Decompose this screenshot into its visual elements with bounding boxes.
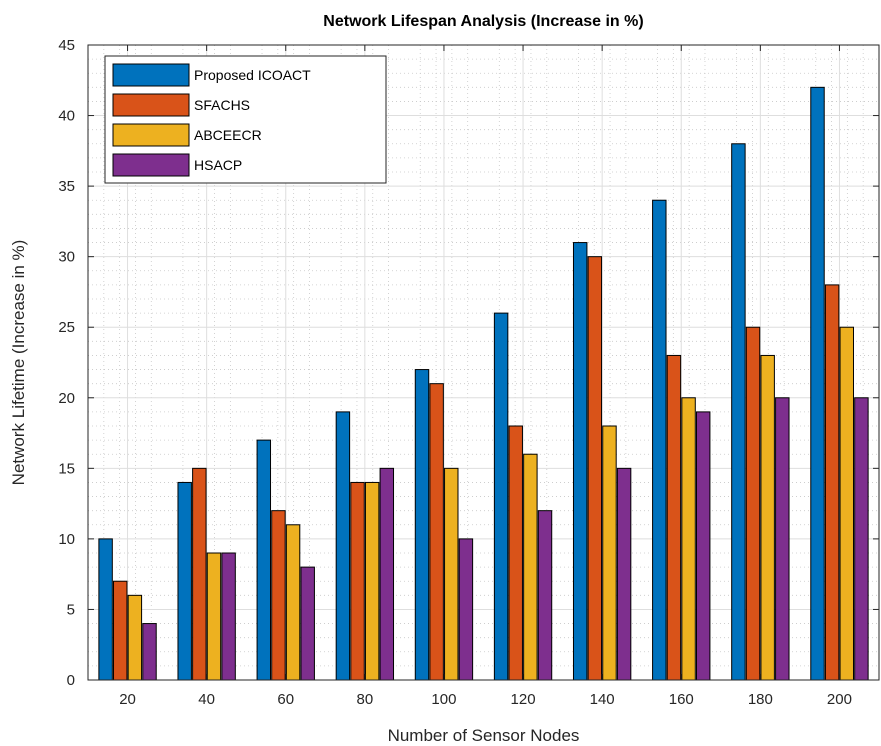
bar [256, 439, 272, 681]
y-tick-label: 10 [58, 531, 75, 548]
bar [731, 143, 746, 681]
bar [854, 397, 869, 681]
bar [142, 623, 157, 681]
x-tick-label: 200 [827, 691, 852, 708]
bar [113, 580, 128, 681]
bar [221, 552, 236, 681]
bar [824, 284, 840, 681]
bar [681, 397, 696, 681]
chart-title: Network Lifespan Analysis (Increase in %… [323, 13, 643, 30]
bar [572, 242, 588, 681]
bar [760, 354, 775, 681]
bar [300, 566, 315, 681]
legend-swatch [112, 93, 190, 117]
x-tick-label: 40 [198, 691, 215, 708]
bar [206, 552, 222, 681]
bar [429, 383, 444, 681]
y-tick-label: 45 [58, 37, 75, 54]
legend-swatch [112, 63, 190, 87]
legend-label: ABCEECR [194, 127, 262, 143]
y-axis-title: Network Lifetime (Increase in %) [9, 240, 28, 486]
x-axis-title: Number of Sensor Nodes [388, 726, 580, 745]
y-tick-label: 30 [58, 249, 75, 266]
bar [537, 510, 553, 681]
x-tick-label: 120 [511, 691, 536, 708]
y-tick-label: 15 [58, 460, 75, 477]
x-tick-label: 100 [431, 691, 456, 708]
x-tick-label: 20 [119, 691, 136, 708]
bar [364, 481, 380, 681]
bar [839, 326, 854, 681]
y-tick-label: 25 [58, 319, 75, 336]
bar [616, 467, 632, 681]
bar [745, 326, 761, 681]
x-tick-label: 160 [669, 691, 694, 708]
bar [810, 86, 825, 681]
y-tick-label: 35 [58, 178, 75, 195]
bar [177, 481, 192, 681]
y-tick-label: 40 [58, 108, 75, 125]
bar [192, 467, 207, 681]
legend-swatch [112, 123, 190, 147]
bar [523, 453, 538, 681]
bar [508, 425, 523, 681]
y-tick-label: 5 [67, 601, 75, 618]
legend: Proposed ICOACT SFACHS ABCEECR HSACP [104, 55, 387, 184]
y-tick-label: 0 [67, 672, 75, 689]
bar [379, 467, 395, 681]
x-tick-label: 140 [590, 691, 615, 708]
bar [587, 256, 603, 681]
bars [98, 86, 869, 681]
x-tick-label: 180 [748, 691, 773, 708]
bar [695, 411, 711, 681]
bar [652, 199, 667, 681]
bar [285, 524, 301, 681]
legend-swatch [112, 153, 190, 177]
legend-label: HSACP [194, 157, 242, 173]
x-tick-label: 60 [277, 691, 294, 708]
y-tick-label: 20 [58, 390, 75, 407]
legend-label: SFACHS [194, 97, 250, 113]
bar [127, 594, 143, 681]
bar [271, 510, 286, 681]
x-tick-label: 80 [357, 691, 374, 708]
bar [493, 312, 509, 681]
bar [458, 538, 474, 681]
bar [602, 425, 617, 681]
bar [775, 397, 790, 681]
legend-label: Proposed ICOACT [194, 67, 311, 83]
plot-frame [87, 44, 880, 681]
bar [335, 411, 351, 681]
axis-ticks: 0 5 10 15 20 25 30 35 40 45 20 40 60 80 100 120 140 160 18… [58, 37, 879, 708]
bar [444, 467, 459, 681]
bar [98, 538, 113, 681]
bar [666, 354, 682, 681]
bar [414, 369, 430, 681]
bar [350, 481, 365, 681]
